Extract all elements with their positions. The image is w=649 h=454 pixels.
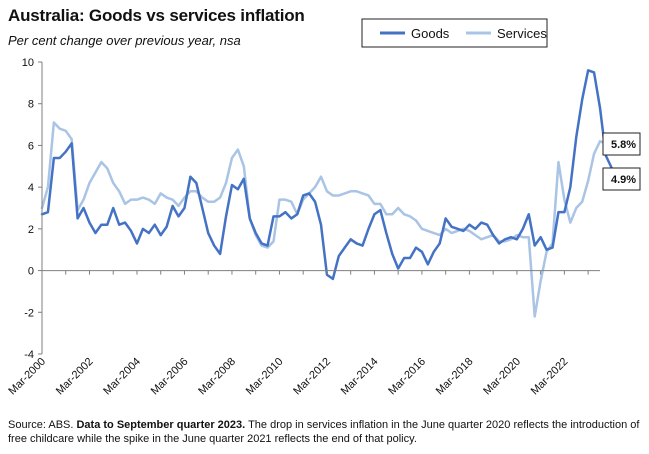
x-tick-label: Mar-2014 [339, 356, 381, 398]
legend-services-label: Services [497, 26, 547, 41]
y-tick-label: 8 [28, 99, 34, 111]
x-tick-label: Mar-2004 [101, 356, 143, 398]
source-prefix: Source: ABS. [8, 419, 77, 431]
y-tick-label: 10 [22, 57, 34, 69]
y-tick-label: -2 [24, 307, 34, 319]
series-line-goods [40, 69, 614, 281]
chart-title: Australia: Goods vs services inflation [8, 6, 305, 25]
x-tick-label: Mar-2008 [196, 356, 238, 398]
x-tick-label: Mar-2016 [386, 356, 428, 398]
services-callout-box [602, 132, 641, 156]
series-line-services [40, 121, 614, 318]
y-tick-label: -4 [24, 349, 34, 361]
source-bold: Data to September quarter 2023. [76, 419, 246, 431]
legend-goods-label: Goods [411, 26, 450, 41]
x-tick-label: Mar-2002 [54, 356, 96, 398]
x-tick-label: Mar-2000 [6, 356, 48, 398]
x-tick-label: Mar-2022 [529, 356, 571, 398]
source-rest: The drop in services inflation in the Ju… [8, 419, 640, 445]
y-tick-label: 2 [28, 224, 34, 236]
y-tick-label: 4 [28, 182, 34, 194]
goods-callout-box [602, 167, 641, 191]
y-tick-label: 0 [28, 266, 34, 278]
x-tick-label: Mar-2006 [149, 356, 191, 398]
x-tick-label: Mar-2010 [244, 356, 286, 398]
chart-subtitle: Per cent change over previous year, nsa [8, 33, 241, 48]
x-tick-label: Mar-2018 [434, 356, 476, 398]
x-tick-label: Mar-2020 [481, 356, 523, 398]
source-note: Source: ABS. Data to September quarter 2… [8, 418, 643, 446]
goods-callout: 4.9% [611, 174, 636, 186]
y-tick-label: 6 [28, 140, 34, 152]
x-tick-label: Mar-2012 [291, 356, 333, 398]
services-callout: 5.8% [611, 139, 636, 151]
legend: Goods Services [361, 18, 548, 48]
